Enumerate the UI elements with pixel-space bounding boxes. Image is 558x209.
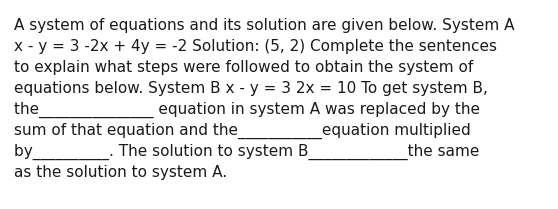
Text: the_______________ equation in system A was replaced by the: the_______________ equation in system A … [14,102,480,118]
Text: x - y = 3 -2x + 4y = -2 Solution: (5, 2) Complete the sentences: x - y = 3 -2x + 4y = -2 Solution: (5, 2)… [14,39,497,54]
Text: sum of that equation and the___________equation multiplied: sum of that equation and the___________e… [14,123,471,139]
Text: to explain what steps were followed to obtain the system of: to explain what steps were followed to o… [14,60,473,75]
Text: A system of equations and its solution are given below. System A: A system of equations and its solution a… [14,18,514,33]
Text: by__________. The solution to system B_____________the same: by__________. The solution to system B__… [14,144,479,160]
Text: equations below. System B x - y = 3 2x = 10 To get system B,: equations below. System B x - y = 3 2x =… [14,81,488,96]
Text: as the solution to system A.: as the solution to system A. [14,165,227,180]
